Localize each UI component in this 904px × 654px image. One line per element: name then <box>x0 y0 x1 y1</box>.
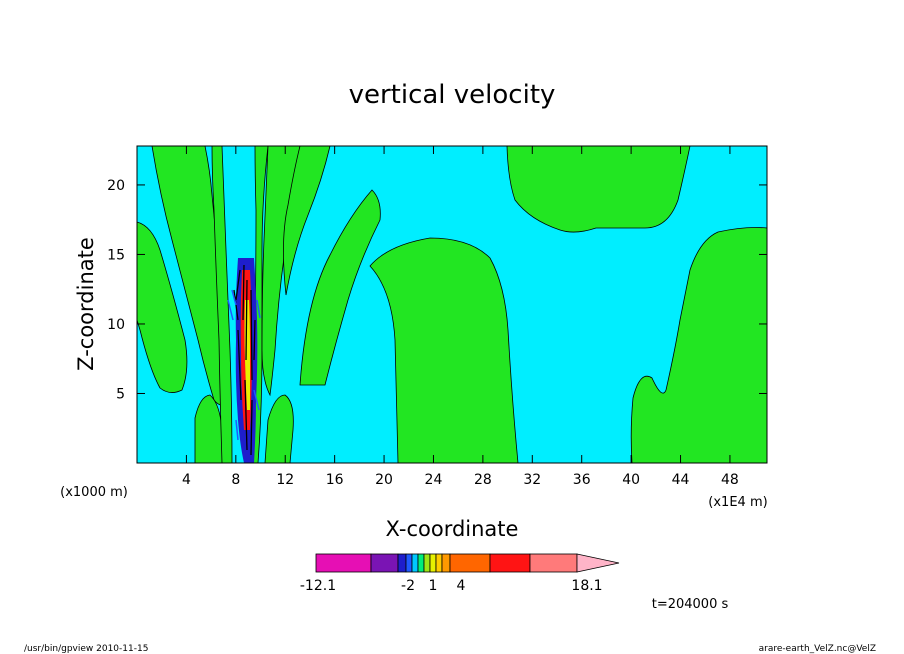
contour-lower-right-plume <box>264 394 294 463</box>
colorbar-segment <box>315 553 372 573</box>
contour-regions-green <box>137 146 767 463</box>
y-axis-label: Z-coordinate <box>74 237 98 371</box>
colorbar-segment <box>423 553 431 573</box>
plot-area <box>137 146 767 463</box>
contour-upper-right-blob <box>506 146 691 233</box>
colorbar-label: -2 <box>401 578 415 594</box>
colorbar-segment <box>417 553 425 573</box>
y-tick-label: 20 <box>107 178 125 194</box>
x-tick-label: 16 <box>326 472 344 488</box>
x-tick-label: 8 <box>231 472 240 488</box>
x-tick-label: 32 <box>523 472 541 488</box>
colorbar-segment <box>441 553 451 573</box>
contour-upper-band-2 <box>299 189 381 386</box>
time-label: t=204000 s <box>652 597 729 612</box>
colorbar-segment <box>489 553 531 573</box>
x-unit-right: (x1E4 m) <box>708 495 767 510</box>
colorbar-label: 1 <box>429 578 438 594</box>
y-tick-label: 15 <box>107 247 125 263</box>
x-tick-label: 40 <box>622 472 640 488</box>
contour-right-edge <box>630 227 767 463</box>
x-tick-label: 24 <box>425 472 443 488</box>
colorbar-segment <box>435 553 443 573</box>
y-tick-label: 10 <box>107 317 125 333</box>
colorbar-label: -12.1 <box>300 578 336 594</box>
x-tick-label: 48 <box>721 472 739 488</box>
x-tick-label: 20 <box>375 472 393 488</box>
footer-left: /usr/bin/gpview 2010-11-15 <box>24 644 148 654</box>
chart-title: vertical velocity <box>349 80 556 110</box>
colorbar-segment <box>397 553 407 573</box>
colorbar-label: 18.1 <box>571 578 602 594</box>
x-tick-label: 4 <box>182 472 191 488</box>
x-tick-label: 12 <box>276 472 294 488</box>
x-tick-label: 36 <box>573 472 591 488</box>
colorbar-segment <box>429 553 437 573</box>
contour-core-turbulence <box>227 258 261 463</box>
y-tick-label: 5 <box>116 386 125 402</box>
x-axis-label: X-coordinate <box>386 517 519 541</box>
colorbar-segment <box>370 553 399 573</box>
contour-core-strip-left <box>211 146 233 463</box>
contour-central-bulge <box>369 237 519 463</box>
x-tick-label: 28 <box>474 472 492 488</box>
contour-left-edge <box>137 221 188 393</box>
colorbar-label: 4 <box>457 578 466 594</box>
x-unit-left: (x1000 m) <box>60 485 128 500</box>
colorbar-segment <box>411 553 419 573</box>
colorbar-segment <box>449 553 491 573</box>
footer-right: arare-earth_VelZ.nc@VelZ <box>759 644 876 654</box>
x-tick-label: 44 <box>672 472 690 488</box>
core-blue-filaments <box>227 289 261 441</box>
colorbar: -12.1 -2 1 4 18.1 <box>300 553 620 594</box>
plot-frame <box>136 145 768 464</box>
colorbar-segment <box>529 553 578 573</box>
colorbar-max-arrow <box>576 553 620 573</box>
contour-upper-band-1 <box>283 146 331 296</box>
colorbar-segment <box>405 553 413 573</box>
